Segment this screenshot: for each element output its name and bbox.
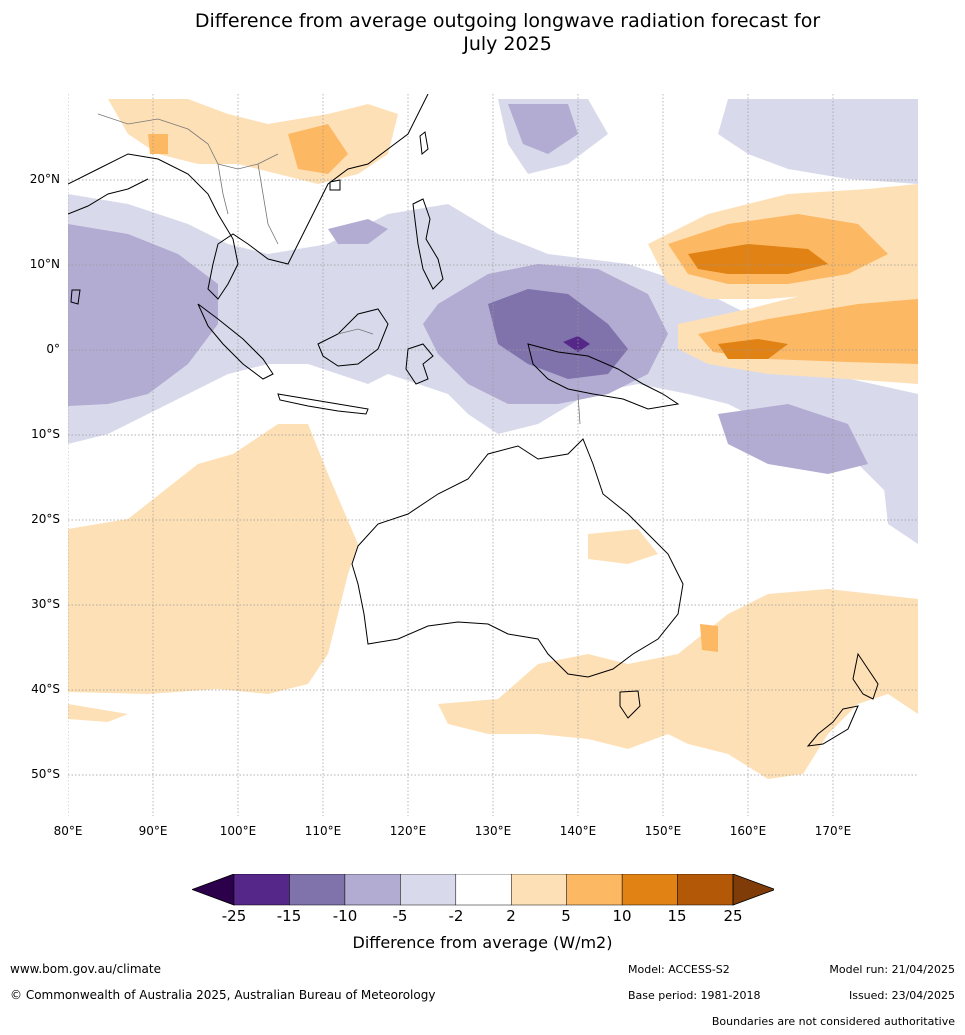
- colorbar-tick: -15: [276, 907, 302, 925]
- lon-label-120e: 120°E: [389, 824, 427, 838]
- colorbar-tick: 10: [612, 907, 632, 925]
- colorbar-cell: [400, 874, 457, 906]
- model-name: Model: ACCESS-S2: [628, 963, 730, 976]
- colorbar-tick: 25: [723, 907, 743, 925]
- colorbar-cell: [455, 874, 512, 906]
- lat-label-10n: 10°N: [29, 257, 60, 271]
- lat-label-30s: 30°S: [31, 597, 60, 611]
- colorbar-extend-low: [192, 874, 235, 906]
- lat-label-40s: 40°S: [31, 682, 60, 696]
- colorbar-tick: -5: [392, 907, 408, 925]
- copyright-text: © Commonwealth of Australia 2025, Austra…: [10, 988, 436, 1002]
- lon-label-90e: 90°E: [138, 824, 168, 838]
- colorbar-tick: -2: [448, 907, 464, 925]
- lon-label-80e: 80°E: [53, 824, 83, 838]
- gridlines: [68, 94, 918, 816]
- lon-label-170e: 170°E: [814, 824, 852, 838]
- lon-label-130e: 130°E: [474, 824, 512, 838]
- colorbar: [192, 874, 774, 906]
- colorbar-tick: -10: [332, 907, 358, 925]
- colorbar-cell: [233, 874, 290, 906]
- lat-label-20s: 20°S: [31, 512, 60, 526]
- lat-label-0: 0°: [46, 342, 60, 356]
- issued-date: Issued: 23/04/2025: [848, 989, 955, 1002]
- lat-label-50s: 50°S: [31, 767, 60, 781]
- base-period: Base period: 1981-2018: [628, 989, 761, 1002]
- olr-anomaly-map: [68, 94, 918, 816]
- colorbar-tick: 2: [506, 907, 516, 925]
- colorbar-cell: [566, 874, 623, 906]
- lon-label-160e: 160°E: [729, 824, 767, 838]
- coastlines: [68, 94, 879, 747]
- country-borders: [97, 113, 581, 425]
- colorbar-cell: [677, 874, 734, 906]
- colorbar-cell: [289, 874, 346, 906]
- colorbar-tick: 15: [667, 907, 687, 925]
- colorbar-tick: -25: [221, 907, 247, 925]
- colorbar-tick: 5: [561, 907, 571, 925]
- lat-label-10s: 10°S: [31, 427, 60, 441]
- title-line-1: Difference from average outgoing longwav…: [194, 10, 821, 32]
- lon-label-110e: 110°E: [304, 824, 342, 838]
- lat-label-20n: 20°N: [29, 172, 60, 186]
- colorbar-cell: [511, 874, 567, 906]
- lon-label-100e: 100°E: [219, 824, 257, 838]
- colorbar-label: Difference from average (W/m2): [352, 933, 613, 952]
- lon-label-140e: 140°E: [559, 824, 597, 838]
- chart-title: Difference from average outgoing longwav…: [0, 10, 965, 56]
- colorbar-cell: [621, 874, 678, 906]
- website-link[interactable]: www.bom.gov.au/climate: [10, 962, 161, 976]
- colorbar-cell: [344, 874, 401, 906]
- lon-label-150e: 150°E: [644, 824, 682, 838]
- model-run-date: Model run: 21/04/2025: [829, 963, 955, 976]
- colorbar-extend-high: [732, 874, 774, 906]
- boundaries-disclaimer: Boundaries are not considered authoritat…: [711, 1015, 955, 1028]
- title-line-2: July 2025: [463, 33, 552, 55]
